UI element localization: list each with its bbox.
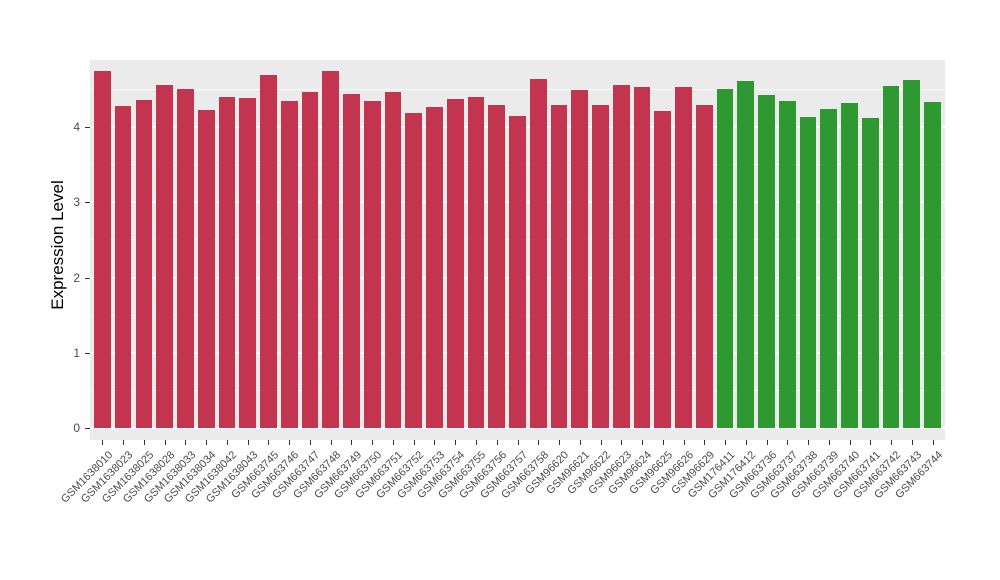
x-tick-mark — [392, 440, 394, 445]
major-gridline — [90, 427, 945, 429]
minor-gridline — [90, 88, 945, 90]
y-tick-mark — [85, 352, 90, 354]
y-tick-mark — [85, 127, 90, 128]
bar-GSM663737 — [778, 101, 796, 428]
bar-GSM96629 — [695, 105, 713, 428]
bar-GSM663746 — [280, 101, 298, 428]
bar-GSM1638034 — [197, 109, 215, 428]
x-tick-mark — [102, 440, 104, 445]
x-tick-mark — [268, 440, 270, 445]
x-tick-mark — [891, 440, 893, 445]
bar-GSM96625 — [654, 111, 672, 428]
bar-GSM663745 — [260, 75, 277, 428]
x-tick-mark — [185, 440, 187, 445]
x-tick-mark — [683, 440, 685, 445]
x-tick-mark — [642, 440, 643, 445]
bar-GSM663743 — [903, 79, 921, 428]
bar-GSM1638025 — [135, 99, 153, 428]
x-tick-mark — [309, 440, 311, 445]
bar-GSM1638042 — [218, 96, 236, 428]
x-tick-mark — [828, 440, 830, 445]
bar-GSM663758 — [529, 78, 547, 428]
x-tick-mark — [206, 440, 208, 445]
bar-GSM663756 — [488, 105, 506, 428]
y-tick-label: 1 — [73, 345, 80, 360]
x-tick-mark — [226, 440, 228, 445]
bar-GSM96624 — [633, 87, 651, 428]
bar-GSM663742 — [882, 85, 900, 428]
bar-GSM663755 — [467, 96, 485, 428]
bar-GSM663752 — [405, 113, 423, 428]
x-tick-mark — [600, 440, 602, 445]
bar-GSM96621 — [571, 90, 589, 428]
bar-GSM1638023 — [114, 105, 132, 428]
bar-GSM176411 — [716, 88, 734, 428]
x-tick-mark — [330, 440, 332, 445]
bar-GSM96623 — [612, 84, 630, 428]
bar-GSM96620 — [550, 105, 568, 428]
bar-GSM663749 — [343, 93, 360, 428]
bar-GSM663748 — [322, 70, 340, 428]
bar-GSM663751 — [384, 91, 402, 428]
bar-GSM663738 — [799, 117, 817, 428]
bar-GSM1638043 — [239, 97, 256, 428]
x-tick-mark — [434, 440, 436, 445]
y-tick-label: 3 — [73, 195, 80, 210]
x-tick-mark — [164, 440, 166, 445]
bar-GSM96626 — [675, 87, 692, 428]
bar-GSM176412 — [737, 81, 755, 428]
x-tick-mark — [849, 440, 851, 445]
x-tick-mark — [787, 440, 789, 445]
plot-panel — [90, 60, 945, 440]
bar-GSM96622 — [592, 105, 609, 428]
bar-GSM663750 — [363, 100, 381, 428]
x-tick-mark — [725, 440, 727, 445]
y-tick-mark — [85, 428, 90, 429]
bar-GSM663739 — [820, 108, 838, 428]
x-tick-mark — [538, 440, 540, 445]
x-tick-mark — [621, 440, 623, 445]
x-tick-mark — [932, 440, 934, 445]
bar-GSM663753 — [426, 107, 443, 428]
bar-GSM663754 — [446, 99, 464, 428]
y-tick-mark — [85, 202, 90, 204]
x-tick-mark — [559, 440, 560, 445]
bar-GSM1638033 — [177, 89, 194, 428]
x-tick-mark — [745, 440, 747, 445]
x-tick-mark — [911, 440, 913, 445]
x-tick-mark — [662, 440, 664, 445]
x-tick-mark — [579, 440, 581, 445]
bar-GSM663741 — [861, 117, 879, 428]
x-tick-mark — [413, 440, 415, 445]
x-tick-mark — [704, 440, 706, 445]
x-tick-mark — [143, 440, 145, 445]
y-tick-label: 4 — [73, 120, 80, 134]
bar-GSM663736 — [758, 95, 775, 428]
x-tick-mark — [289, 440, 291, 445]
x-tick-mark — [517, 440, 519, 445]
x-tick-mark — [123, 440, 125, 445]
x-tick-mark — [475, 440, 477, 445]
y-tick-mark — [85, 277, 90, 279]
y-tick-label: 2 — [73, 270, 80, 285]
x-tick-mark — [496, 440, 498, 445]
x-tick-mark — [351, 440, 353, 445]
x-tick-mark — [870, 440, 872, 445]
bar-GSM1638010 — [94, 70, 111, 428]
x-tick-mark — [247, 440, 249, 445]
bar-GSM663744 — [924, 102, 941, 428]
x-tick-mark — [808, 440, 810, 445]
x-tick-mark — [372, 440, 374, 445]
x-tick-mark — [455, 440, 457, 445]
bar-GSM1638028 — [156, 84, 173, 428]
bar-GSM663740 — [841, 102, 858, 428]
x-tick-mark — [766, 440, 768, 445]
bar-GSM663757 — [509, 115, 526, 428]
bar-GSM663747 — [301, 91, 319, 428]
y-tick-label: 0 — [73, 421, 80, 435]
